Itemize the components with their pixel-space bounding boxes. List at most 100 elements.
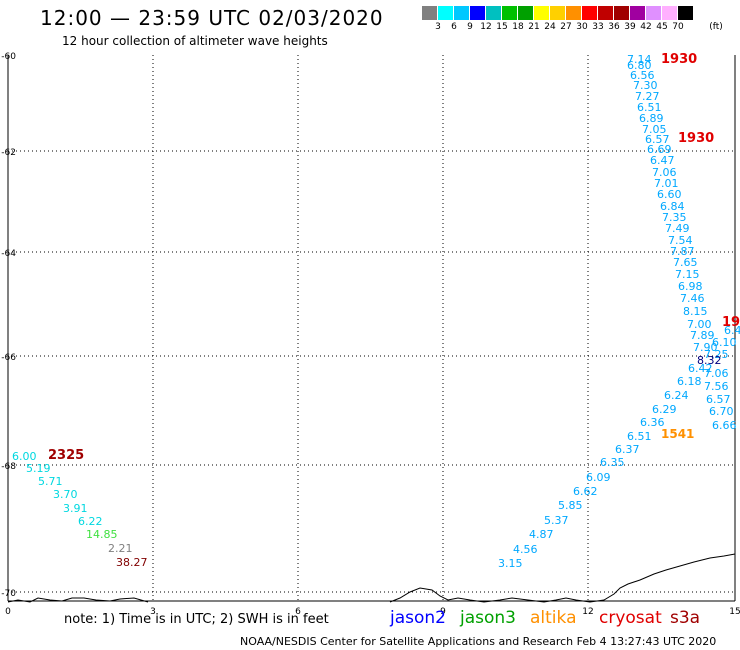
coastline-west [7, 597, 149, 603]
wave-reading: 7.06 [704, 367, 729, 380]
wave-reading: 6.42 [688, 362, 713, 375]
wave-reading: 6.00 [12, 450, 37, 463]
color-scale-label: 21 [528, 22, 540, 32]
time-label: 1930 [678, 131, 714, 146]
wave-reading: 5.71 [38, 475, 63, 488]
color-scale-label: 9 [467, 22, 473, 32]
wave-reading: 7.01 [654, 177, 679, 190]
legend-item-s3a: s3a [670, 608, 701, 628]
color-scale-label: 30 [576, 22, 588, 32]
x-tick-label: 15 [729, 607, 740, 617]
x-tick-label: 6 [295, 607, 301, 617]
color-swatch [470, 6, 486, 20]
axis-ticks: -60 -62 -64 -66 -68 -70 0 3 6 9 12 15 [1, 52, 740, 617]
wave-reading: 5.19 [26, 462, 51, 475]
map-grid [7, 55, 736, 602]
wave-reading: 7.25 [704, 348, 729, 361]
x-tick-label: 9 [440, 607, 446, 617]
wave-reading: 6.51 [627, 430, 652, 443]
wave-reading: 7.54 [668, 234, 693, 247]
color-swatch [646, 6, 662, 20]
legend-item-cryosat: cryosat [599, 608, 662, 628]
wave-reading: 6.70 [709, 405, 734, 418]
wave-reading: 6.56 [630, 69, 655, 82]
wave-reading: 6.89 [639, 112, 664, 125]
wave-reading: 6.36 [640, 416, 665, 429]
wave-reading: 6.66 [712, 419, 737, 432]
color-scale-label: 12 [480, 22, 492, 32]
wave-reading: 6.57 [645, 133, 670, 146]
coastline [7, 553, 736, 603]
wave-reading: 7.00 [687, 318, 712, 331]
legend-item-jason3: jason3 [460, 608, 516, 628]
wave-reading: 6.57 [706, 393, 731, 406]
color-swatch [422, 6, 438, 20]
color-scale-label: 24 [544, 22, 556, 32]
wave-reading: 7.65 [673, 256, 698, 269]
y-tick-label: -70 [1, 589, 16, 599]
wave-reading: 7.87 [670, 245, 695, 258]
x-tick-label: 3 [150, 607, 156, 617]
wave-reading: 4.56 [513, 543, 538, 556]
wave-reading: 6.35 [600, 456, 625, 469]
color-swatch [566, 6, 582, 20]
y-tick-label: -60 [1, 52, 16, 62]
color-swatch [502, 6, 518, 20]
color-swatch [438, 6, 454, 20]
color-swatch [486, 6, 502, 20]
wave-reading: 14.85 [86, 528, 118, 541]
y-tick-label: -66 [1, 353, 16, 363]
y-tick-label: -64 [1, 249, 16, 259]
wave-reading: 6.24 [664, 389, 689, 402]
wave-reading: 7.90 [693, 341, 718, 354]
color-swatch [518, 6, 534, 20]
wave-reading: 38.27 [116, 556, 148, 569]
wave-reading: 6.18 [677, 375, 702, 388]
y-tick-label: -68 [1, 462, 16, 472]
wave-reading: 7.05 [642, 123, 667, 136]
credit-footer: NOAA/NESDIS Center for Satellite Applica… [240, 635, 717, 648]
coastline-east [389, 553, 736, 603]
wave-reading: 3.70 [53, 488, 78, 501]
color-scale-labels: 3 6 9 12 15 18 21 24 27 30 33 36 39 42 45 70 (ft) [422, 22, 740, 36]
color-swatch [550, 6, 566, 20]
color-scale-label: 42 [640, 22, 652, 32]
wave-reading: 6.10 [712, 336, 737, 349]
color-scale-unit: (ft) [709, 22, 723, 32]
color-scale-label: 45 [656, 22, 668, 32]
wave-reading: 8.32 [697, 354, 722, 367]
wave-reading: 6.4 [724, 324, 740, 337]
color-scale-label: 3 [435, 22, 441, 32]
color-scale-label: 27 [560, 22, 572, 32]
wave-reading: 7.89 [690, 329, 715, 342]
wave-reading: 7.30 [633, 79, 658, 92]
color-scale-label: 6 [451, 22, 457, 32]
color-swatch [630, 6, 646, 20]
wave-reading: 6.37 [615, 443, 640, 456]
wave-reading: 7.14 [627, 53, 652, 66]
color-scale-bar [422, 6, 694, 20]
wave-reading: 6.51 [637, 101, 662, 114]
color-swatch [678, 6, 694, 20]
x-tick-label: 12 [582, 607, 593, 617]
units-note: note: 1) Time is in UTC; 2) SWH is in fe… [64, 612, 329, 627]
wave-reading: 6.60 [657, 188, 682, 201]
wave-reading: 5.85 [558, 499, 583, 512]
color-swatch [614, 6, 630, 20]
wave-reading: 4.87 [529, 528, 554, 541]
wave-reading: 3.15 [498, 557, 523, 570]
color-scale-label: 33 [592, 22, 604, 32]
wave-reading: 2.21 [108, 542, 133, 555]
wave-reading: 6.22 [78, 515, 103, 528]
wave-reading: 3.91 [63, 502, 88, 515]
legend-item-jason2: jason2 [390, 608, 446, 628]
wave-reading: 6.80 [627, 59, 652, 72]
color-swatch [582, 6, 598, 20]
wave-reading: 6.09 [586, 471, 611, 484]
color-scale-label: 70 [672, 22, 684, 32]
wave-reading: 6.69 [647, 143, 672, 156]
color-swatch [598, 6, 614, 20]
wave-reading: 7.46 [680, 292, 705, 305]
